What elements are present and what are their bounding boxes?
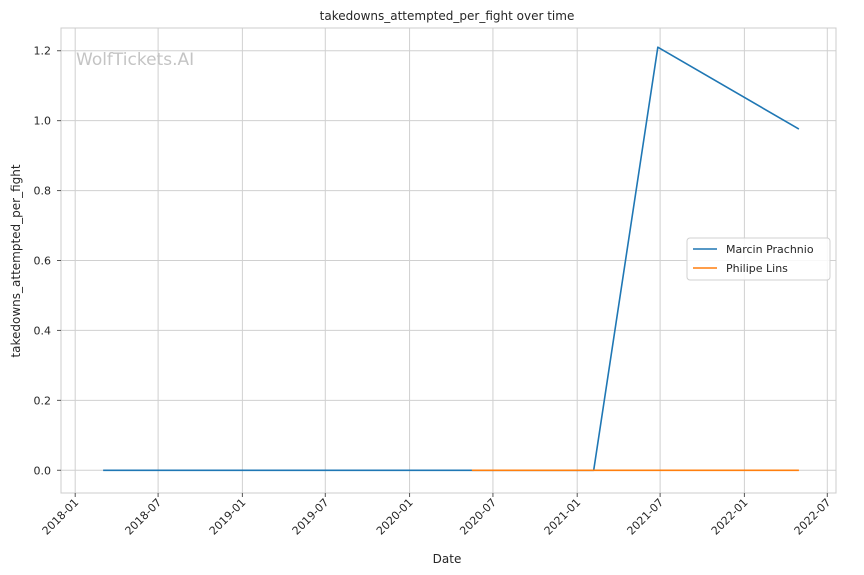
x-axis-label: Date [433, 552, 462, 566]
legend-label: Philipe Lins [726, 262, 788, 275]
y-tick-labels: 0.0 0.2 0.4 0.6 0.8 1.0 1.2 [34, 45, 61, 477]
y-tick-label: 0.6 [34, 255, 52, 268]
x-tick-label: 2021-01 [542, 496, 584, 538]
x-tick-label: 2022-07 [792, 496, 834, 538]
watermark: WolfTickets.AI [76, 50, 194, 70]
x-tick-label: 2018-01 [40, 496, 82, 538]
y-tick-label: 0.2 [34, 394, 52, 407]
legend: Marcin Prachnio Philipe Lins [686, 237, 831, 281]
x-tick-label: 2020-01 [374, 496, 416, 538]
chart-title: takedowns_attempted_per_fight over time [320, 9, 575, 23]
y-tick-label: 1.2 [34, 45, 52, 58]
x-tick-label: 2021-07 [625, 496, 667, 538]
x-tick-label: 2019-07 [290, 496, 332, 538]
series-lines [103, 46, 800, 472]
y-tick-label: 1.0 [34, 115, 52, 128]
x-tick-label: 2019-01 [207, 496, 249, 538]
x-tick-label: 2018-07 [123, 496, 165, 538]
y-tick-label: 0.8 [34, 185, 52, 198]
x-tick-label: 2020-07 [457, 496, 499, 538]
y-tick-label: 0.4 [34, 324, 52, 337]
legend-box [686, 237, 831, 281]
y-axis-label: takedowns_attempted_per_fight [9, 164, 23, 357]
x-tick-label: 2022-01 [709, 496, 751, 538]
legend-label: Marcin Prachnio [726, 243, 814, 256]
y-tick-label: 0.0 [34, 464, 52, 477]
x-tick-labels: 2018-01 2018-07 2019-01 2019-07 2020-01 2020-… [40, 493, 834, 538]
series-line-1 [103, 46, 800, 472]
